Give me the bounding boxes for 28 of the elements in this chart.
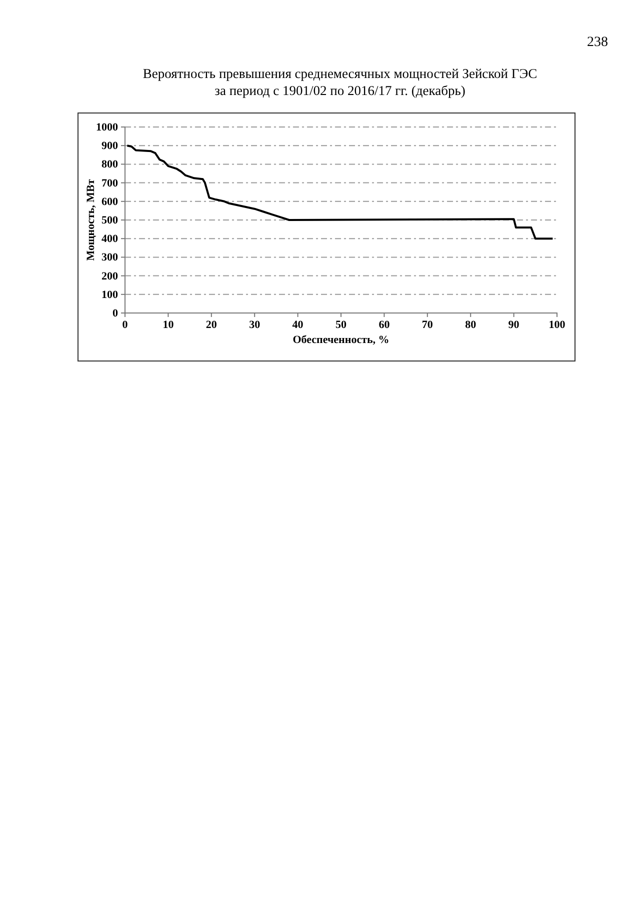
y-tick-label: 0 — [112, 308, 118, 320]
x-tick-label: 60 — [378, 318, 390, 331]
x-tick-label: 0 — [122, 318, 128, 331]
text: 238 — [587, 35, 608, 50]
y-tick-label: 600 — [102, 196, 118, 208]
chart-subtitle: за период с 1901/02 по 2016/17 гг. (декабрь) — [214, 83, 466, 98]
y-tick-label: 100 — [102, 288, 118, 301]
x-tick-label: 80 — [465, 318, 477, 331]
y-tick-label: 900 — [102, 140, 118, 152]
y-tick-label: 1000 — [96, 122, 118, 134]
line-series — [126, 144, 554, 240]
x-tick-label: 10 — [162, 318, 174, 331]
y-tick-label: 800 — [102, 158, 118, 171]
y-tick-label: 300 — [102, 252, 118, 264]
x-tick-label: 40 — [292, 318, 304, 331]
y-tick-label: 200 — [102, 270, 118, 282]
x-tick-label: 70 — [422, 318, 434, 331]
x-tick-label: 30 — [249, 318, 261, 331]
x-tick-label: 50 — [336, 318, 347, 331]
x-tick-label: 90 — [508, 318, 520, 331]
y-tick-label: 700 — [102, 177, 118, 190]
chart-title: Вероятность превышения среднемесячных мощностей Зейской ГЭС — [142, 66, 538, 81]
x-axis-title: Обеспеченность, % — [292, 334, 390, 346]
x-tick-label: 100 — [548, 318, 566, 331]
x-tick-label: 20 — [206, 318, 218, 331]
y-tick-label: 500 — [102, 214, 118, 227]
y-axis-title: Мощность, МВт — [85, 178, 97, 261]
y-tick-label: 400 — [102, 233, 118, 246]
